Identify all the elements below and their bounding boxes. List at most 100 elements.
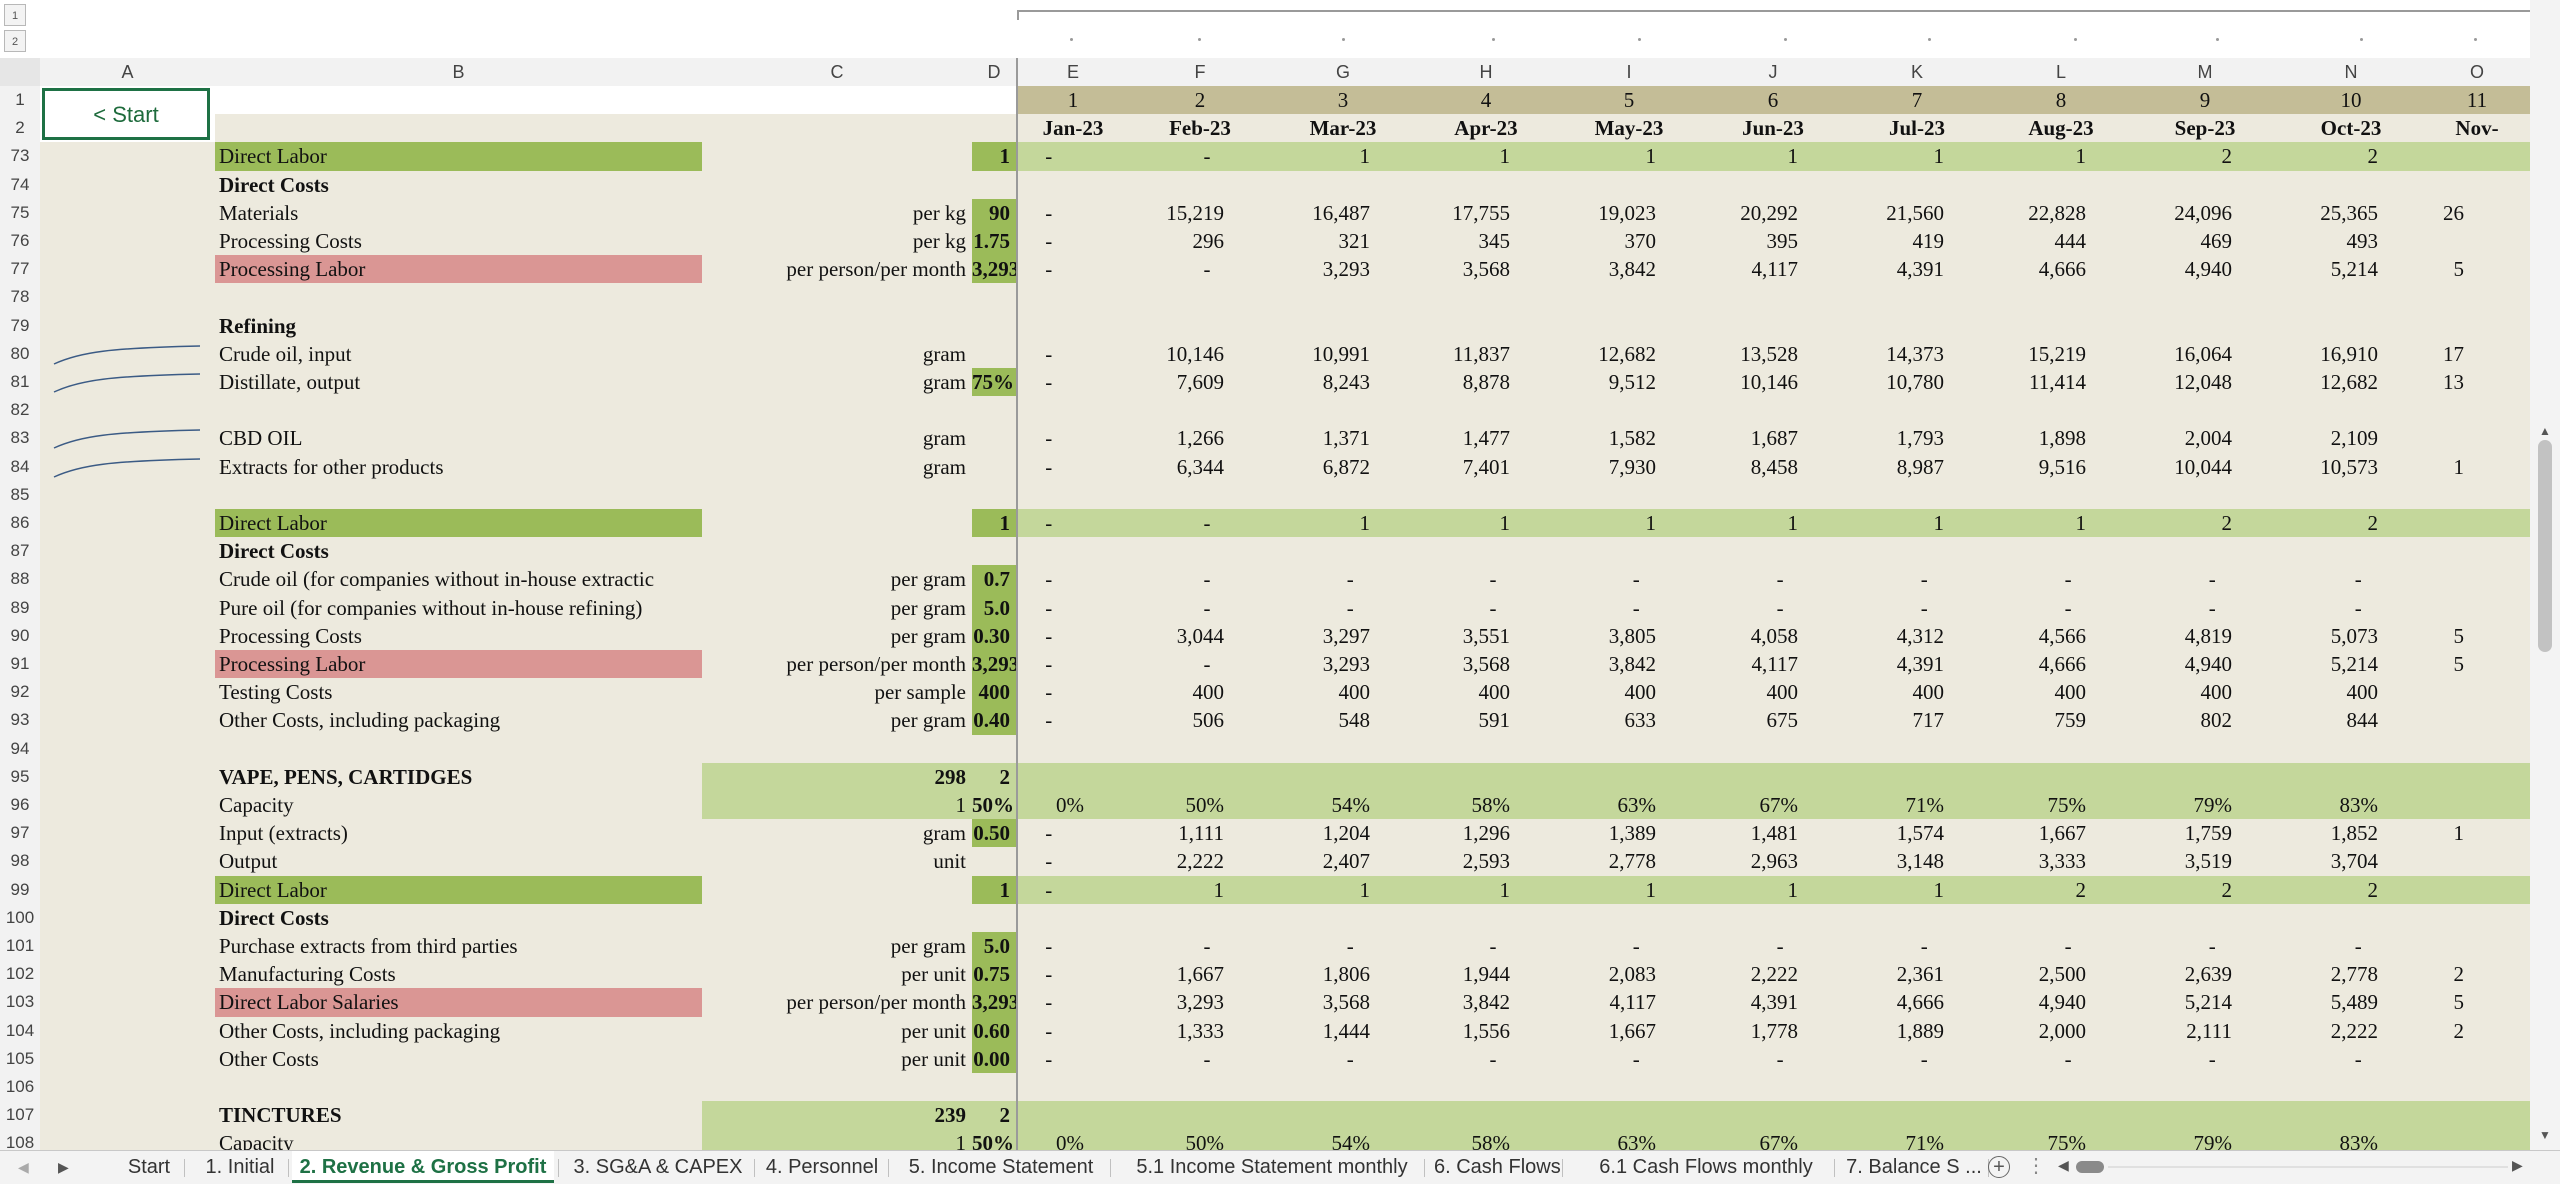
month-value-cell[interactable]: 4,312 (1896, 623, 1944, 648)
column-header-m[interactable]: M (2197, 62, 2213, 82)
month-value-cell[interactable]: 4,666 (2038, 257, 2086, 282)
month-value-cell[interactable]: 2 (2367, 877, 2379, 902)
month-value-cell[interactable]: 1,481 (1750, 821, 1798, 846)
row-label[interactable]: Refining (219, 313, 297, 338)
month-value-cell[interactable]: 2 (2453, 1018, 2465, 1043)
month-value-cell[interactable]: 3,842 (1462, 990, 1510, 1015)
vertical-scrollbar[interactable]: ▲ ▼ (2530, 0, 2560, 1150)
month-value-cell[interactable]: 10,573 (2320, 454, 2378, 479)
month-value-cell[interactable]: 3,333 (2038, 849, 2086, 874)
month-value-cell[interactable]: - (1045, 567, 1053, 592)
outline-level-1-button[interactable]: 1 (4, 4, 26, 26)
month-value-cell[interactable]: 8,987 (1896, 454, 1944, 479)
column-header-a[interactable]: A (121, 62, 134, 82)
input-value-cell[interactable]: 3,293 (972, 255, 1016, 284)
month-value-cell[interactable]: - (1920, 567, 1928, 592)
month-value-cell[interactable]: 1,477 (1462, 426, 1510, 451)
column-header-l[interactable]: L (2055, 62, 2066, 82)
month-value-cell[interactable]: 1 (1933, 144, 1945, 169)
month-value-cell[interactable]: - (1776, 595, 1784, 620)
month-value-cell[interactable]: - (2064, 595, 2072, 620)
month-value-cell[interactable]: 1 (1499, 877, 1511, 902)
row-header[interactable]: 102 (0, 960, 40, 989)
row-label[interactable]: Processing Costs (219, 623, 362, 648)
sheet-tab[interactable]: 4. Personnel (765, 1156, 879, 1178)
hscroll-right-icon[interactable]: ▶ (2512, 1157, 2523, 1173)
row-label[interactable]: Crude oil (for companies without in-hous… (219, 567, 655, 592)
month-value-cell[interactable]: 83% (2339, 793, 2379, 817)
month-value-cell[interactable]: - (1045, 595, 1053, 620)
month-value-cell[interactable] (1270, 763, 1416, 791)
scroll-up-arrow-icon[interactable]: ▲ (2539, 424, 2551, 438)
row-label[interactable]: Extracts for other products (219, 454, 444, 479)
month-value-cell[interactable]: - (1045, 962, 1053, 987)
month-value-cell[interactable]: - (2064, 934, 2072, 958)
unit-cell[interactable]: per gram (890, 567, 966, 592)
month-value-cell[interactable]: 17,755 (1452, 200, 1510, 225)
month-value-cell[interactable]: 1 (1787, 877, 1799, 902)
month-value-cell[interactable]: - (2208, 595, 2216, 620)
month-value-cell[interactable]: 370 (1624, 229, 1657, 253)
month-value-cell[interactable]: 2,593 (1462, 849, 1510, 874)
input-value-cell[interactable]: 3,293 (972, 988, 1016, 1017)
horizontal-scroll-thumb[interactable] (2076, 1161, 2104, 1173)
month-value-cell[interactable] (2424, 424, 2464, 452)
month-value-cell[interactable]: 10,780 (1886, 370, 1944, 394)
month-value-cell[interactable]: 802 (2200, 708, 2233, 733)
month-value-cell[interactable]: 6,872 (1322, 454, 1370, 479)
month-value-cell[interactable]: 7,401 (1462, 454, 1510, 479)
row-label[interactable]: Direct Labor (215, 509, 702, 538)
month-value-cell[interactable]: 8,458 (1750, 454, 1798, 479)
scroll-down-arrow-icon[interactable]: ▼ (2539, 1128, 2551, 1142)
column-header-d[interactable]: D (987, 62, 1001, 82)
month-value-cell[interactable]: 1,852 (2330, 821, 2378, 846)
month-date-cell[interactable]: Oct-23 (2320, 116, 2382, 141)
sheet-tab[interactable]: Start (127, 1156, 171, 1178)
month-value-cell[interactable]: 2,222 (1750, 962, 1798, 987)
month-index-cell[interactable]: 4 (1416, 86, 1556, 115)
month-value-cell[interactable]: 5 (2453, 990, 2465, 1015)
month-value-cell[interactable] (2132, 1101, 2278, 1129)
month-value-cell[interactable]: - (1632, 567, 1640, 592)
month-value-cell[interactable]: 2,500 (2038, 962, 2086, 987)
sheet-tab[interactable]: 5. Income Statement (908, 1156, 1094, 1178)
month-value-cell[interactable]: - (1776, 567, 1784, 592)
row-header[interactable]: 105 (0, 1044, 40, 1073)
input-value-cell[interactable]: 0.50 (972, 819, 1016, 848)
row-header[interactable]: 101 (0, 932, 40, 961)
month-value-cell[interactable] (1990, 1101, 2132, 1129)
select-all-corner[interactable] (0, 58, 40, 86)
month-value-cell[interactable]: 3,568 (1322, 990, 1370, 1015)
month-value-cell[interactable] (1416, 1101, 1556, 1129)
row-label[interactable]: Testing Costs (219, 680, 333, 705)
vertical-scroll-thumb[interactable] (2538, 440, 2552, 652)
row-header[interactable]: 73 (0, 142, 40, 171)
month-value-cell[interactable]: 4,666 (1896, 990, 1944, 1015)
month-value-cell[interactable]: 1,582 (1608, 426, 1656, 451)
month-value-cell[interactable]: 3,148 (1896, 849, 1944, 874)
month-value-cell[interactable] (2424, 1045, 2464, 1073)
month-value-cell[interactable]: 9,516 (2038, 454, 2086, 479)
month-value-cell[interactable] (2424, 847, 2464, 875)
input-value-cell[interactable]: 5.0 (972, 593, 1016, 622)
month-value-cell[interactable]: 2,109 (2330, 426, 2378, 451)
month-value-cell[interactable]: 16,064 (2174, 341, 2232, 366)
month-value-cell[interactable]: 3,519 (2184, 849, 2232, 874)
month-value-cell[interactable]: 5,214 (2330, 257, 2378, 282)
row-label[interactable]: VAPE, PENS, CARTIDGES (219, 764, 473, 789)
row-header[interactable]: 85 (0, 480, 40, 509)
month-value-cell[interactable]: - (1346, 1046, 1354, 1071)
month-value-cell[interactable]: 24,096 (2174, 200, 2232, 225)
input-value-cell[interactable]: 0.7 (972, 565, 1016, 594)
month-value-cell[interactable]: 1,296 (1462, 821, 1510, 846)
month-value-cell[interactable]: 19,023 (1598, 200, 1656, 225)
month-value-cell[interactable]: 13,528 (1740, 341, 1798, 366)
unit-cell[interactable]: per gram (890, 595, 966, 620)
month-value-cell[interactable]: - (1045, 144, 1053, 169)
unit-cell[interactable]: per unit (901, 962, 966, 987)
month-value-cell[interactable]: 4,819 (2184, 623, 2232, 648)
row-label[interactable]: Distillate, output (219, 370, 361, 394)
month-value-cell[interactable]: 5,073 (2330, 623, 2378, 648)
month-value-cell[interactable]: - (1045, 990, 1053, 1015)
month-value-cell[interactable]: 2,639 (2184, 962, 2232, 987)
